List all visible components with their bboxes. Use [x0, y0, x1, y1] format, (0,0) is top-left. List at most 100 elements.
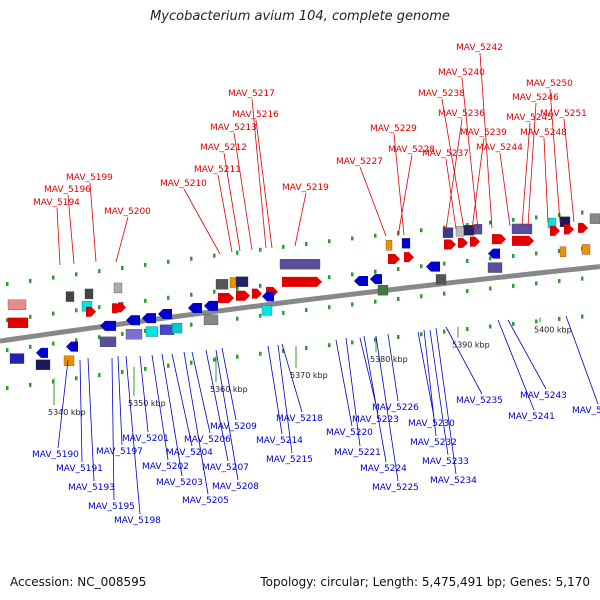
inner-tick-bottom [512, 283, 515, 288]
outer-tick-bottom [121, 369, 124, 374]
outer-tick-top [305, 242, 308, 247]
inner-tick-bottom [489, 286, 492, 291]
bottom-leader-line [215, 349, 239, 481]
reverse-gene-arrow [426, 261, 440, 272]
outer-tick-bottom [374, 337, 377, 342]
top-leader-line [255, 119, 273, 249]
gene-block [7, 299, 27, 310]
top-leader-line [445, 118, 463, 231]
inner-tick-top [420, 264, 423, 269]
gene-block [435, 274, 447, 285]
top-gene-label: MAV_5196 [44, 185, 91, 195]
top-gene-label: MAV_5238 [418, 89, 465, 99]
top-leader-line [294, 192, 307, 247]
outer-tick-bottom [213, 357, 216, 362]
top-gene-label: MAV_5227 [336, 157, 383, 167]
top-gene-label: MAV_5212 [200, 143, 247, 153]
bottom-gene-label: MAV_5249 [572, 406, 600, 416]
gene-block [203, 314, 219, 326]
outer-tick-top [374, 233, 377, 238]
inner-tick-bottom [420, 294, 423, 299]
forward-gene-arrow [388, 254, 400, 265]
bottom-gene-label: MAV_5209 [210, 422, 257, 432]
top-gene-label: MAV_5200 [104, 207, 151, 217]
reverse-gene-arrow [66, 341, 78, 352]
bottom-leader-line [435, 327, 457, 475]
bottom-leader-line [221, 347, 237, 421]
outer-tick-top [581, 210, 584, 215]
gene-block [65, 291, 75, 302]
top-gene-label: MAV_5211 [194, 165, 241, 175]
outer-tick-bottom [535, 319, 538, 324]
bottom-gene-label: MAV_5198 [114, 516, 161, 526]
forward-gene-arrow [492, 234, 506, 245]
kbp-tick-label: 5360 kbp [210, 385, 248, 394]
bottom-leader-line [417, 331, 435, 418]
reverse-gene-arrow [158, 308, 172, 319]
top-gene-label: MAV_5250 [526, 79, 573, 89]
outer-tick-bottom [420, 332, 423, 337]
bottom-gene-label: MAV_5243 [520, 391, 567, 401]
top-leader-line [479, 52, 493, 229]
bottom-leader-line [277, 344, 293, 454]
inner-tick-bottom [466, 289, 469, 294]
forward-gene-arrow [236, 290, 250, 301]
outer-tick-bottom [259, 351, 262, 356]
outer-tick-top [29, 278, 32, 283]
top-gene-label: MAV_5244 [476, 143, 523, 153]
kbp-tick-label: 5380 kbp [370, 355, 408, 364]
bottom-leader-line [281, 343, 303, 413]
reverse-gene-arrow [100, 320, 116, 331]
bottom-leader-line [79, 359, 83, 463]
bottom-gene-label: MAV_5232 [410, 438, 457, 448]
bottom-gene-label: MAV_5218 [276, 414, 323, 424]
bottom-gene-label: MAV_5191 [56, 464, 103, 474]
forward-gene-arrow [458, 237, 468, 248]
gene-block [559, 246, 567, 257]
outer-tick-top [190, 256, 193, 261]
top-gene-label: MAV_5245 [506, 113, 553, 123]
gene-block [473, 223, 483, 235]
forward-gene-arrow [550, 225, 560, 236]
bottom-leader-line [375, 335, 399, 482]
inner-tick-top [374, 269, 377, 274]
reverse-gene-arrow [354, 276, 368, 287]
outer-tick-top [282, 244, 285, 249]
top-leader-line [445, 158, 457, 230]
bottom-gene-label: MAV_5223 [352, 415, 399, 425]
top-leader-line [549, 88, 561, 223]
reverse-gene-arrow [126, 315, 140, 326]
gene-block [455, 226, 465, 237]
bottom-gene-label: MAV_5215 [266, 455, 313, 465]
inner-tick-top [328, 275, 331, 280]
outer-tick-top [144, 262, 147, 267]
forward-gene-arrow [404, 252, 414, 263]
inner-tick-top [6, 318, 9, 323]
top-leader-line [359, 166, 387, 237]
top-gene-label: MAV_5194 [33, 198, 80, 208]
bottom-leader-line [267, 345, 283, 435]
inner-tick-bottom [305, 308, 308, 313]
outer-tick-top [121, 265, 124, 270]
forward-gene-arrow [444, 239, 456, 250]
inner-tick-top [443, 261, 446, 266]
inner-tick-top [236, 286, 239, 291]
top-leader-line [499, 152, 511, 227]
inner-tick-bottom [581, 276, 584, 281]
kbp-tick-label: 5390 kbp [452, 341, 490, 350]
bottom-leader-line [171, 353, 193, 447]
bottom-leader-line [335, 339, 353, 427]
gene-block [113, 282, 123, 294]
top-gene-label: MAV_5199 [66, 173, 113, 183]
outer-tick-top [259, 247, 262, 252]
inner-tick-bottom [236, 316, 239, 321]
forward-gene-arrow [218, 293, 234, 304]
inner-tick-top [144, 298, 147, 303]
outer-tick-bottom [489, 324, 492, 329]
inner-tick-bottom [558, 278, 561, 283]
outer-tick-top [466, 223, 469, 228]
outer-tick-bottom [328, 343, 331, 348]
bottom-gene-label: MAV_5221 [334, 448, 381, 458]
outer-tick-top [512, 217, 515, 222]
